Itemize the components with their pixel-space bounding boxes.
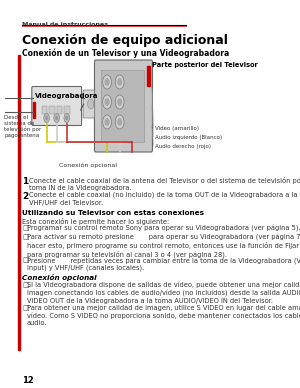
- Text: Audio derecho (rojo): Audio derecho (rojo): [155, 144, 211, 149]
- Bar: [18, 55, 20, 350]
- Text: Video (amarillo): Video (amarillo): [155, 126, 199, 131]
- Circle shape: [105, 78, 109, 85]
- Circle shape: [118, 99, 122, 106]
- FancyBboxPatch shape: [32, 87, 82, 125]
- Circle shape: [56, 116, 58, 120]
- Circle shape: [44, 114, 50, 123]
- Text: 12: 12: [22, 376, 34, 385]
- Text: Conexión de equipo adicional: Conexión de equipo adicional: [22, 34, 228, 47]
- Circle shape: [54, 114, 59, 123]
- Text: Parte posterior del Televisor: Parte posterior del Televisor: [152, 62, 258, 68]
- Circle shape: [118, 118, 122, 125]
- Text: Presione       repetidas veces para cambiar entre la toma de la Videograbadora (: Presione repetidas veces para cambiar en…: [27, 257, 300, 271]
- Text: 2: 2: [22, 192, 28, 201]
- Bar: [57, 106, 62, 114]
- Circle shape: [103, 95, 112, 109]
- Text: Manual de instrucciones: Manual de instrucciones: [22, 22, 108, 27]
- Bar: [101, 70, 144, 142]
- Text: Audio izquierdo (Blanco): Audio izquierdo (Blanco): [155, 135, 222, 140]
- Circle shape: [115, 75, 124, 89]
- Circle shape: [105, 99, 109, 106]
- Text: □: □: [23, 282, 29, 288]
- Circle shape: [115, 95, 124, 109]
- Circle shape: [45, 116, 48, 120]
- Text: Si la Videograbadora dispone de salidas de vídeo, puede obtener una mejor calida: Si la Videograbadora dispone de salidas …: [27, 282, 300, 303]
- Text: Para obtener una mejor calidad de imagen, utilice S VIDEO en lugar del cable ama: Para obtener una mejor calidad de imagen…: [27, 305, 300, 326]
- Circle shape: [103, 115, 112, 129]
- Text: Conecte el cable coaxial de la antena del Televisor o del sistema de televisión : Conecte el cable coaxial de la antena de…: [29, 177, 300, 191]
- Text: Programar su control remoto Sony para operar su Videograbadora (ver página 5).: Programar su control remoto Sony para op…: [27, 225, 300, 232]
- Text: Conexión opcional: Conexión opcional: [22, 274, 97, 281]
- Circle shape: [64, 114, 70, 123]
- FancyBboxPatch shape: [83, 90, 94, 118]
- Text: Desde el
sistema de
televisión por
pago/antena: Desde el sistema de televisión por pago/…: [4, 115, 42, 138]
- Bar: [147, 66, 150, 86]
- Text: □: □: [23, 305, 29, 311]
- Text: Utilizando su Televisor con estas conexiones: Utilizando su Televisor con estas conexi…: [22, 210, 204, 216]
- Text: □: □: [23, 257, 29, 263]
- Bar: [42, 106, 47, 114]
- Circle shape: [88, 99, 94, 109]
- Text: Conexión de un Televisor y una Videograbadora: Conexión de un Televisor y una Videograb…: [22, 49, 229, 59]
- Circle shape: [65, 116, 68, 120]
- Text: Para activar su remoto presione       para operar su Videograbadora (ver página : Para activar su remoto presione para ope…: [27, 234, 300, 258]
- Bar: [49, 106, 55, 114]
- Text: □: □: [23, 234, 29, 240]
- FancyBboxPatch shape: [94, 60, 152, 152]
- Text: Conecte el cable coaxial (no incluido) de la toma OUT de la Videograbadora a la : Conecte el cable coaxial (no incluido) d…: [29, 192, 300, 206]
- Circle shape: [103, 75, 112, 89]
- Bar: [64, 106, 70, 114]
- Text: Esta conexión le permite hacer lo siguiente:: Esta conexión le permite hacer lo siguie…: [22, 218, 169, 225]
- Circle shape: [105, 118, 109, 125]
- Bar: [33, 102, 35, 118]
- Text: Videograbadora: Videograbadora: [35, 93, 99, 99]
- Circle shape: [115, 115, 124, 129]
- Text: 1: 1: [22, 177, 28, 186]
- Circle shape: [118, 78, 122, 85]
- Text: Conexión opcional: Conexión opcional: [59, 163, 117, 168]
- Text: □: □: [23, 225, 29, 231]
